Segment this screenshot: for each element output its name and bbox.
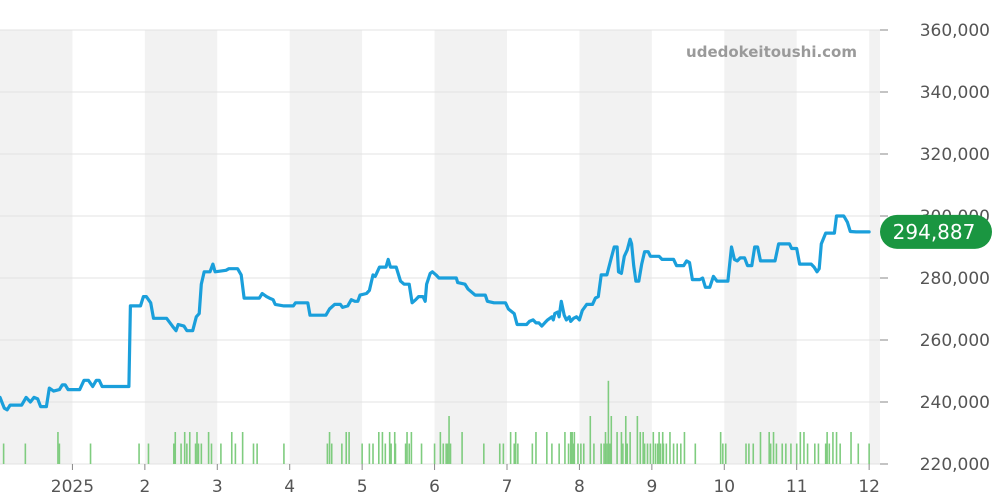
volume-bars xyxy=(2,380,870,464)
x-tick-label: 12 xyxy=(858,477,880,497)
x-axis: 2025 2 3 4 5 6 7 8 9 10 11 12 xyxy=(51,464,880,497)
x-tick-label: 6 xyxy=(429,477,440,497)
x-tick-label: 8 xyxy=(574,477,585,497)
x-tick-label: 2025 xyxy=(51,477,94,497)
month-band xyxy=(289,30,363,464)
gridlines xyxy=(0,29,880,465)
y-tick-label: 220,000 xyxy=(920,455,990,475)
y-tick-label: 360,000 xyxy=(920,21,990,41)
month-band xyxy=(869,30,880,464)
current-value-label: 294,887 xyxy=(893,220,976,244)
x-tick-label: 2 xyxy=(139,477,150,497)
y-tick-label: 260,000 xyxy=(920,331,990,351)
price-line-series xyxy=(0,214,871,412)
month-band xyxy=(144,30,218,464)
x-tick-label: 7 xyxy=(502,477,513,497)
month-band xyxy=(434,30,507,464)
alternating-bands xyxy=(0,30,880,464)
x-tick-label: 3 xyxy=(212,477,223,497)
x-tick-label: 11 xyxy=(786,477,808,497)
x-tick-label: 10 xyxy=(713,477,735,497)
y-tick-label: 340,000 xyxy=(920,83,990,103)
month-band xyxy=(724,30,797,464)
y-tick-label: 240,000 xyxy=(920,393,990,413)
month-band xyxy=(0,30,73,464)
current-value-badge-bg xyxy=(880,214,992,249)
price-line xyxy=(0,214,871,412)
watermark-text: udedokeitoushi.com xyxy=(686,43,857,61)
y-tick-label: 320,000 xyxy=(920,145,990,165)
x-tick-label: 9 xyxy=(646,477,657,497)
x-tick-label: 5 xyxy=(357,477,368,497)
y-tick-label: 280,000 xyxy=(920,269,990,289)
x-tick-label: 4 xyxy=(284,477,295,497)
current-value-badge: 294,887 xyxy=(880,214,992,249)
